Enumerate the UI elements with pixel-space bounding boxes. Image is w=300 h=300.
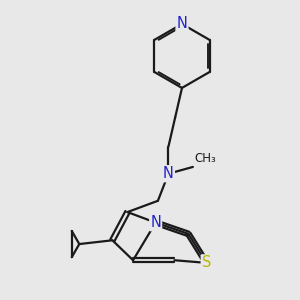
Text: N: N (176, 16, 188, 32)
Text: CH₃: CH₃ (194, 152, 216, 165)
Text: N: N (150, 215, 161, 230)
Text: N: N (163, 166, 174, 181)
Text: S: S (202, 255, 211, 270)
